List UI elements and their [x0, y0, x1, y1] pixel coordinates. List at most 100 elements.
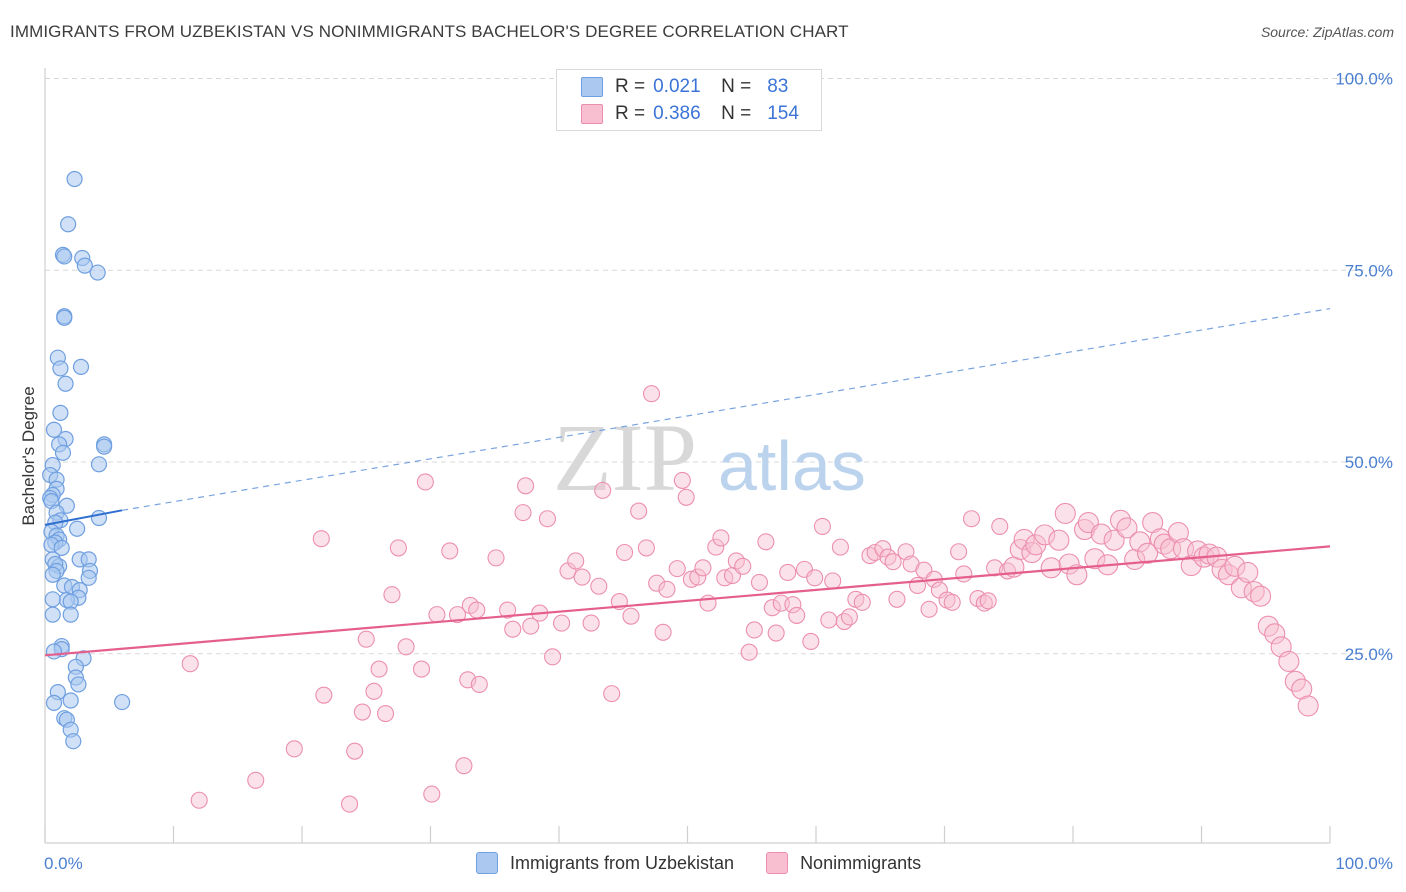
watermark-atlas: atlas [718, 427, 866, 505]
nonimmigrants-point [707, 538, 725, 556]
uzbekistan-point [54, 444, 72, 461]
nonimmigrants-point [1129, 531, 1151, 553]
legend-item-nonimmigrants[interactable]: Nonimmigrants [766, 852, 921, 874]
nonimmigrants-point [448, 606, 467, 624]
nonimmigrants-point [590, 577, 608, 595]
nonimmigrants-point [673, 471, 691, 489]
nonimmigrants-point [962, 510, 981, 528]
nonimmigrants-point [312, 530, 330, 548]
x-tick-label: 100.0% [1335, 854, 1393, 873]
legend-label: Immigrants from Uzbekistan [510, 852, 735, 873]
uzbekistan-point [62, 606, 79, 623]
nonimmigrants-point [1074, 518, 1096, 541]
nonimmigrants-point [416, 473, 434, 491]
nonimmigrants-point [376, 705, 395, 723]
nonimmigrants-trend-line [44, 545, 1331, 657]
uzbekistan-point [89, 264, 106, 281]
watermark-zip: ZIP [553, 404, 697, 511]
y-axis-title: Bachelor's Degree [19, 386, 38, 525]
nonimmigrants-point [340, 795, 359, 813]
nonimmigrants-point [694, 559, 712, 577]
nonimmigrants-point [1264, 623, 1286, 645]
nonimmigrants-point [879, 548, 897, 566]
nonimmigrants-point [991, 517, 1009, 535]
r-label: R = [615, 103, 646, 124]
nonimmigrants-point [874, 540, 892, 558]
uzbekistan-point [52, 360, 69, 377]
nonimmigrants-point [840, 608, 858, 626]
nonimmigrants-point [1291, 678, 1313, 700]
nonimmigrants-point [920, 600, 938, 618]
nonimmigrants-point [603, 685, 621, 703]
uzbekistan-point [96, 438, 113, 455]
nonimmigrants-point [397, 638, 415, 656]
nonimmigrants-point [1278, 650, 1300, 672]
n-value: 154 [767, 103, 799, 124]
y-tick-label: 25.0% [1345, 645, 1393, 664]
nonimmigrants-point [553, 614, 571, 632]
nonimmigrants-point [285, 740, 303, 758]
nonimmigrants-point [544, 648, 562, 666]
nonimmigrants-point [428, 606, 446, 624]
n-value: 83 [767, 76, 789, 97]
nonimmigrants-point [365, 682, 383, 700]
nonimmigrants-point [802, 632, 820, 651]
nonimmigrants-point [353, 703, 371, 721]
legend-label: Nonimmigrants [800, 852, 922, 873]
uzbekistan-point [44, 606, 61, 623]
nonimmigrants-point [190, 791, 208, 809]
r-value: 0.386 [653, 103, 701, 124]
nonimmigrants-point [1250, 585, 1272, 607]
nonimmigrants-point [370, 660, 388, 678]
nonimmigrants-point [517, 477, 535, 495]
uzbekistan-trend-line [44, 509, 123, 526]
nonimmigrants-point [637, 539, 655, 557]
nonimmigrants-point [677, 488, 695, 506]
nonimmigrants-point [648, 574, 666, 592]
uzbekistan-point [72, 358, 90, 375]
nonimmigrants-point [1167, 522, 1189, 544]
series-legend: Immigrants from Uzbekistan Nonimmigrants [476, 852, 953, 874]
nonimmigrants-point [1066, 564, 1088, 586]
nonimmigrants-point [441, 542, 459, 560]
uzbekistan-point [69, 520, 86, 537]
nonimmigrants-point [979, 592, 997, 610]
nonimmigrants-point [745, 621, 763, 639]
nonimmigrants-point [1034, 524, 1056, 546]
uzbekistan-swatch [581, 77, 603, 97]
nonimmigrants-point [824, 572, 842, 590]
nonimmigrants-point [767, 624, 785, 642]
nonimmigrants-point [813, 517, 831, 535]
nonimmigrants-point [734, 557, 752, 575]
uzbekistan-point [80, 569, 97, 586]
nonimmigrants-point [522, 617, 540, 635]
nonimmigrants-swatch [766, 852, 789, 874]
trend-lines [44, 308, 1331, 657]
y-tick-label: 75.0% [1345, 261, 1393, 280]
nonimmigrants-point [820, 611, 838, 629]
nonimmigrants-point [594, 481, 612, 499]
uzbekistan-point [56, 309, 73, 326]
axes [44, 68, 1331, 844]
uzbekistan-point [90, 456, 108, 473]
nonimmigrants-point [835, 612, 853, 631]
nonimmigrants-point [383, 586, 401, 604]
uzbekistan-point [65, 733, 82, 750]
nonimmigrants-point [1054, 502, 1076, 524]
nonimmigrants-point [740, 643, 758, 661]
r-label: R = [615, 76, 646, 97]
uzbekistan-point [66, 170, 83, 188]
nonimmigrants-point [630, 502, 648, 520]
nonimmigrants-point [1048, 529, 1070, 551]
uzbekistan-point [113, 693, 131, 711]
uzbekistan-point [60, 216, 77, 233]
legend-item-uzbekistan[interactable]: Immigrants from Uzbekistan [476, 852, 734, 874]
stats-legend: R = 0.021 N = 83 R = 0.386 N = 154 [556, 69, 822, 131]
uzbekistan-point [70, 676, 87, 693]
nonimmigrants-point [247, 771, 265, 789]
nonimmigrants-point [615, 543, 634, 562]
nonimmigrants-point [788, 606, 806, 624]
y-tick-label: 50.0% [1345, 453, 1393, 472]
nonimmigrants-point [412, 660, 431, 678]
